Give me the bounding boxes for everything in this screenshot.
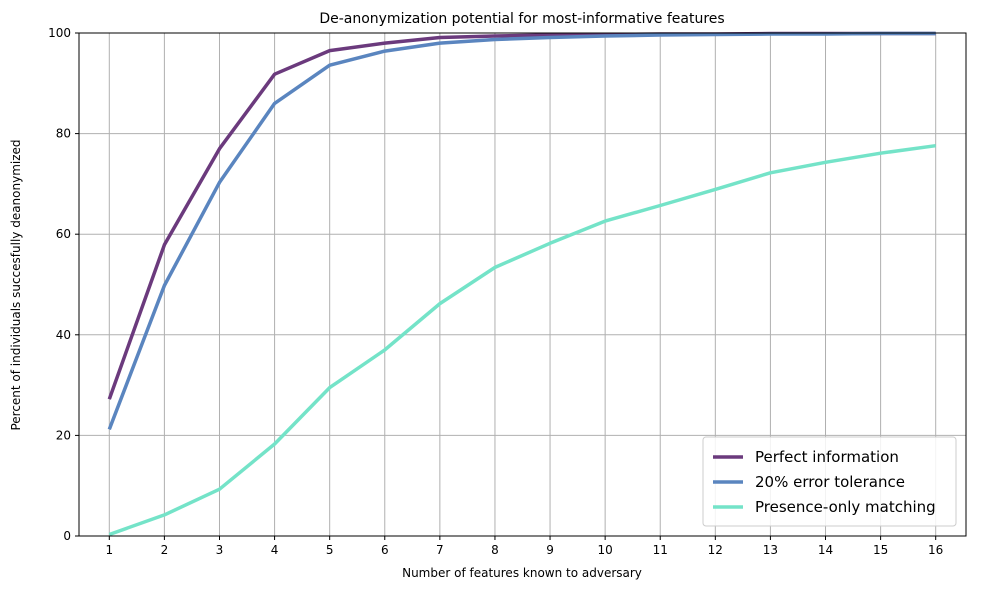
x-tick-label: 8 [491, 543, 499, 557]
y-tick-label: 40 [56, 328, 71, 342]
x-tick-label: 2 [161, 543, 169, 557]
chart-title: De-anonymization potential for most-info… [319, 11, 724, 27]
x-tick-label: 9 [546, 543, 554, 557]
legend-label: Presence-only matching [755, 498, 936, 516]
x-tick-label: 12 [708, 543, 723, 557]
x-axis: 1 2 3 4 5 6 7 8 9 10 11 12 13 14 15 16 [105, 536, 943, 557]
series-line-1 [107, 31, 936, 400]
y-tick-label: 20 [56, 428, 71, 442]
x-axis-label: Number of features known to adversary [402, 566, 642, 580]
x-tick-label: 13 [763, 543, 778, 557]
y-tick-label: 0 [63, 529, 71, 543]
x-tick-label: 1 [105, 543, 113, 557]
legend-label: 20% error tolerance [755, 473, 905, 491]
x-tick-label: 7 [436, 543, 444, 557]
x-tick-label: 10 [597, 543, 612, 557]
legend-box [702, 436, 957, 527]
y-tick-label: 60 [56, 227, 71, 241]
legend: Perfect information 20% error tolerance Pr… [702, 436, 957, 527]
x-tick-label: 6 [381, 543, 389, 557]
y-tick-label: 80 [56, 127, 71, 141]
x-tick-label: 15 [873, 543, 888, 557]
y-axis-label: Percent of individuals succesfully deano… [9, 139, 23, 430]
series-line-2 [107, 31, 936, 431]
y-axis: 0 20 40 60 80 100 [48, 26, 79, 543]
series-line-3 [108, 143, 936, 536]
x-tick-label: 14 [818, 543, 833, 557]
x-tick-label: 4 [271, 543, 279, 557]
x-tick-label: 3 [216, 543, 224, 557]
legend-label: Perfect information [755, 448, 899, 466]
x-tick-label: 5 [326, 543, 334, 557]
x-tick-label: 11 [653, 543, 668, 557]
x-tick-label: 16 [928, 543, 943, 557]
y-tick-label: 100 [48, 26, 71, 40]
plot-frame [78, 32, 967, 537]
